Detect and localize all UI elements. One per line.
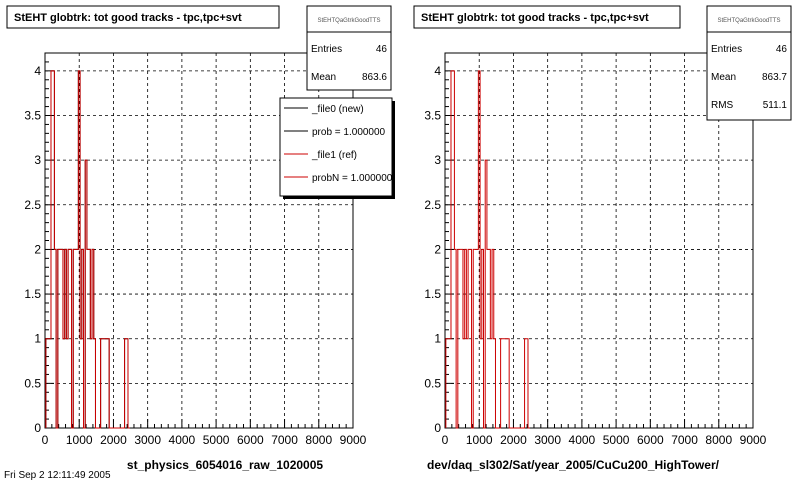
x-tick-label: 6000 [237,433,264,447]
stats-name: StEHTQaGtrkGoodTTS [317,18,380,24]
stats-label: Entries [711,44,742,55]
x-tick-label: 2000 [500,433,527,447]
x-axis-label: st_physics_6054016_raw_1020005 [127,458,323,472]
x-tick-label: 0 [42,433,49,447]
x-tick-label: 4000 [569,433,596,447]
y-tick-label: 3.5 [24,109,41,123]
chart-title: StEHT globtrk: tot good tracks - tpc,tpc… [421,12,649,24]
x-tick-label: 8000 [305,433,332,447]
histogram-line [45,70,130,429]
x-tick-label: 3000 [534,433,561,447]
x-tick-label: 9000 [740,433,767,447]
x-tick-label: 5000 [603,433,630,447]
stats-label: Mean [311,72,336,83]
stats-label: Mean [711,72,736,83]
y-tick-label: 3 [434,153,441,167]
x-tick-label: 8000 [705,433,732,447]
x-tick-label: 7000 [671,433,698,447]
y-tick-label: 3 [34,153,41,167]
footer-date: Fri Sep 2 12:11:49 2005 [4,470,111,480]
y-tick-label: 2.5 [24,198,41,212]
legend-entry: _file0 (new) [311,104,364,115]
stats-box [306,5,392,91]
x-tick-label: 4000 [169,433,196,447]
plot-frame [444,52,754,429]
y-tick-label: 0.5 [24,376,41,390]
stats-name: StEHTQaGtrkGoodTTS [717,18,780,24]
title-box [6,5,280,29]
y-tick-label: 1.5 [424,287,441,301]
legend-entry: probN = 1.000000 [312,173,393,184]
x-tick-label: 9000 [340,433,367,447]
chart-title: StEHT globtrk: tot good tracks - tpc,tpc… [14,12,242,24]
series-2 [45,70,130,429]
x-tick-label: 1000 [466,433,493,447]
stats-label: RMS [711,100,734,111]
stats-value: 511.1 [763,100,788,111]
stats-value: 46 [776,44,788,55]
x-tick-label: 2000 [100,433,127,447]
x-tick-label: 0 [442,433,449,447]
x-tick-label: 1000 [66,433,93,447]
legend-entry: _file1 (ref) [311,150,357,161]
chart-panel-2: 0 1000 2000 3000 4000 5000 6000 7000 8000 9000 0 0.… [413,5,792,472]
series-1 [445,70,530,429]
y-tick-label: 0.5 [424,376,441,390]
y-tick-label: 1 [434,332,441,346]
y-tick-label: 2 [34,242,41,256]
x-axis-label: dev/daq_sl302/Sat/year_2005/CuCu200_High… [427,458,720,472]
y-tick-label: 3.5 [424,109,441,123]
x-tick-label: 5000 [203,433,230,447]
x-tick-label: 6000 [637,433,664,447]
stats-label: Entries [311,44,342,55]
y-tick-label: 4 [34,64,41,78]
histogram-line [445,70,530,429]
y-tick-label: 4 [434,64,441,78]
x-tick-label: 3000 [134,433,161,447]
stats-value: 863.7 [762,72,787,83]
chart-panel-1: 0 1000 2000 3000 4000 5000 6000 7000 8000 9000 0 0.… [6,5,395,472]
y-tick-label: 0 [434,421,441,435]
y-tick-label: 1.5 [24,287,41,301]
y-tick-label: 1 [34,332,41,346]
stats-box [706,5,792,121]
y-tick-label: 0 [34,421,41,435]
stats-value: 46 [376,44,388,55]
y-tick-label: 2.5 [424,198,441,212]
y-tick-label: 2 [434,242,441,256]
x-tick-label: 7000 [271,433,298,447]
legend-entry: prob = 1.000000 [312,127,386,138]
stats-value: 863.6 [362,72,387,83]
title-box [413,5,681,29]
legend-box [279,97,393,197]
